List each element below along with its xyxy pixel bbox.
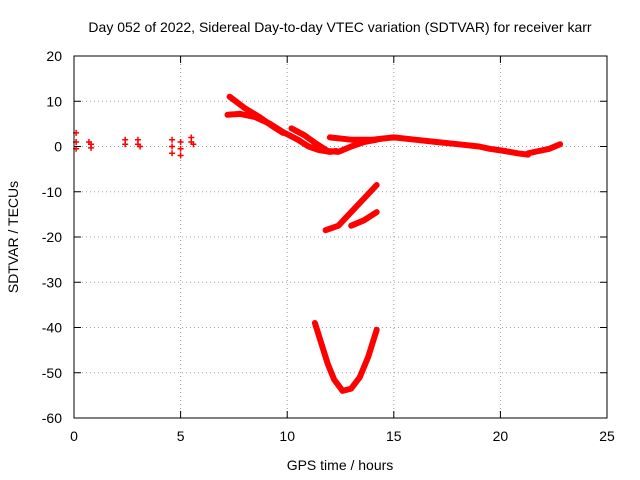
y-axis-label: SDTVAR / TECUs (5, 181, 21, 293)
data-point-cross (177, 145, 184, 152)
series-trace-5 (525, 141, 564, 157)
x-tick-label: 10 (279, 428, 295, 444)
y-tick-label: -60 (42, 410, 62, 426)
x-tick-label: 5 (177, 428, 185, 444)
data-point-cross (177, 138, 184, 145)
data-point-cross (169, 143, 176, 150)
y-tick-label: 0 (54, 139, 62, 155)
data-point-cross (177, 152, 184, 159)
data-point-cross (190, 141, 197, 148)
series-trace-4 (326, 134, 532, 158)
y-tick-label: -30 (42, 274, 62, 290)
y-tick-label: -50 (42, 365, 62, 381)
series-trace-6 (322, 182, 380, 234)
grid-lines (74, 56, 607, 418)
x-tick-label: 0 (70, 428, 78, 444)
data-point-cross (169, 150, 176, 157)
data-point-cross (169, 136, 176, 143)
y-tick-label: 10 (46, 93, 62, 109)
series-trace-3 (288, 125, 380, 155)
y-tick-label: -40 (42, 320, 62, 336)
plot-frame (73, 55, 608, 419)
y-tick-label: -10 (42, 184, 62, 200)
series-early-crosses (73, 129, 197, 159)
data-layer (73, 93, 564, 394)
x-tick-label: 20 (493, 428, 509, 444)
y-tick-label: 20 (46, 48, 62, 64)
x-axis-label: GPS time / hours (287, 457, 394, 473)
series-trace-2 (226, 93, 286, 136)
chart-title: Day 052 of 2022, Sidereal Day-to-day VTE… (88, 19, 591, 35)
series-trace-8 (311, 320, 380, 394)
y-tick-label: -20 (42, 229, 62, 245)
series-trace-7 (348, 209, 380, 229)
data-point-cross (122, 141, 129, 148)
data-point-cross (88, 144, 95, 151)
axes: 0 5 10 15 20 25 20 10 0 -10 -20 -30 -40 -50 -60 (42, 48, 615, 444)
x-tick-label: 25 (599, 428, 615, 444)
x-tick-label: 15 (386, 428, 402, 444)
data-point-cross (137, 143, 144, 150)
